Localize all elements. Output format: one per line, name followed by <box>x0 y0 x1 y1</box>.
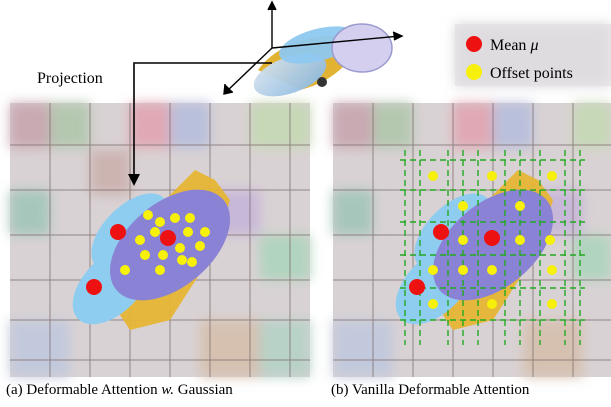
caption-a-italic: w. <box>161 382 175 398</box>
offset-point <box>158 250 168 260</box>
panel-b-sampling-grid <box>400 150 585 345</box>
legend-box <box>455 24 611 86</box>
offset-point <box>170 213 180 223</box>
legend-mean-marker <box>466 36 482 52</box>
offset-point <box>515 235 525 245</box>
offset-point <box>175 243 185 253</box>
panel-b-offset-points <box>428 171 557 309</box>
panel-b-mean-points <box>409 224 500 295</box>
projection-label: Projection <box>37 70 103 87</box>
car-3d-illustration <box>253 23 393 97</box>
offset-point <box>487 265 497 275</box>
mean-point <box>110 224 126 240</box>
offset-point <box>458 235 468 245</box>
offset-point <box>195 241 205 251</box>
mean-point <box>484 230 500 246</box>
legend-offset-label: Offset points <box>490 65 573 82</box>
mean-point <box>86 279 102 295</box>
mean-point <box>160 230 176 246</box>
caption-a: (a) Deformable Attention w. Gaussian <box>6 382 233 399</box>
offset-point <box>187 257 197 267</box>
offset-point <box>140 250 150 260</box>
panel-a-mean-points <box>86 224 176 295</box>
offset-point <box>515 201 525 211</box>
offset-point <box>135 235 145 245</box>
caption-a-suffix: Gaussian <box>174 382 233 398</box>
offset-point <box>177 255 187 265</box>
offset-point <box>143 210 153 220</box>
offset-point <box>183 227 193 237</box>
mean-point <box>433 224 449 240</box>
panel-a-offset-points <box>120 210 210 275</box>
offset-point <box>185 213 195 223</box>
offset-point <box>155 265 165 275</box>
panel-a-feature-map <box>10 103 310 377</box>
legend-mean-label: Mean μ <box>490 37 538 54</box>
offset-point <box>487 299 497 309</box>
offset-point <box>428 265 438 275</box>
offset-point <box>155 217 165 227</box>
legend-offset-marker <box>466 64 482 80</box>
projection-arrowhead <box>128 174 140 186</box>
offset-point <box>428 299 438 309</box>
offset-point <box>547 171 557 181</box>
offset-point <box>428 171 438 181</box>
offset-point <box>547 299 557 309</box>
offset-point <box>458 201 468 211</box>
offset-point <box>120 265 130 275</box>
offset-point <box>545 235 555 245</box>
panel-a-car-shape <box>72 170 231 330</box>
offset-point <box>547 265 557 275</box>
offset-point <box>150 227 160 237</box>
projection-arrow <box>133 62 272 175</box>
offset-point <box>458 265 468 275</box>
offset-point <box>200 227 210 237</box>
offset-point <box>487 171 497 181</box>
caption-b: (b) Vanilla Deformable Attention <box>331 382 530 398</box>
caption-a-prefix: (a) Deformable Attention <box>6 382 162 398</box>
coordinate-axes <box>223 0 404 95</box>
mean-point <box>409 279 425 295</box>
